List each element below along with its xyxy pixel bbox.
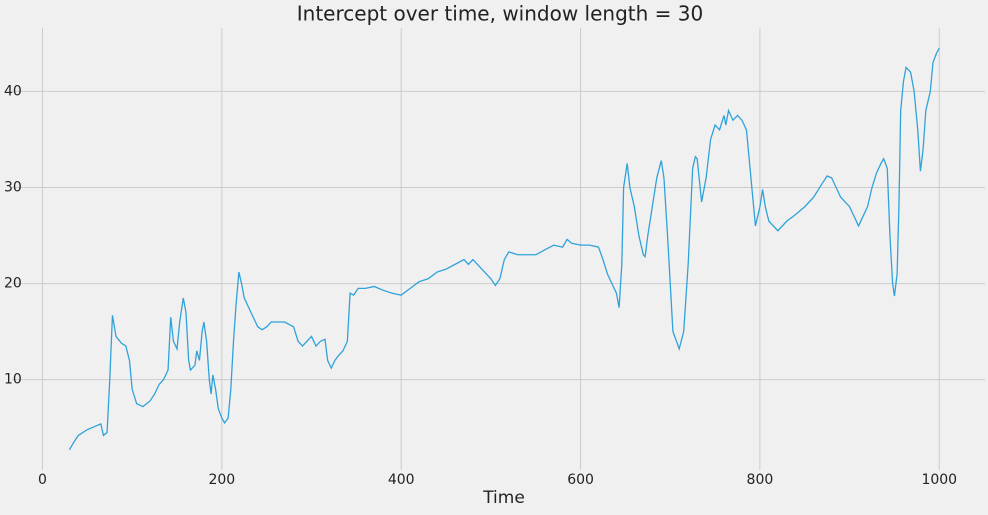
x-tick-label: 200 — [208, 472, 235, 488]
y-tick-label: 40 — [4, 83, 22, 99]
x-tick-label: 0 — [38, 472, 47, 488]
x-tick-label: 1000 — [921, 472, 957, 488]
chart-title: Intercept over time, window length = 30 — [297, 2, 703, 26]
x-axis-label: Time — [482, 488, 525, 508]
y-tick-label: 30 — [4, 180, 22, 196]
x-tick-label: 400 — [388, 472, 415, 488]
y-tick-label: 10 — [4, 372, 22, 388]
x-tick-label: 800 — [747, 472, 774, 488]
y-tick-label: 20 — [4, 276, 22, 292]
x-tick-label: 600 — [567, 472, 594, 488]
line — [68, 47, 940, 451]
